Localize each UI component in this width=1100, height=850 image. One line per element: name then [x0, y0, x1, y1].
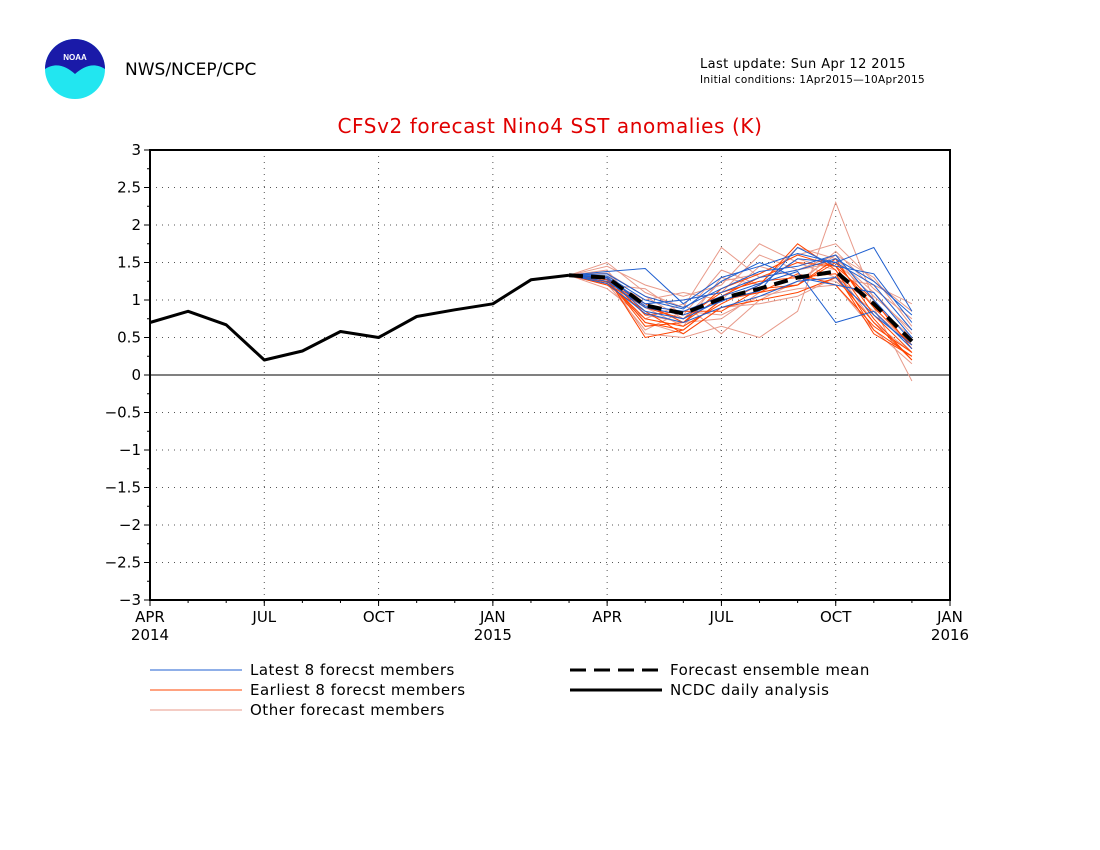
legend-label: Latest 8 forecst members — [250, 661, 455, 679]
legend-label: Other forecast members — [250, 701, 445, 719]
y-tick-label: 3 — [131, 141, 141, 159]
x-tick-label: JUL — [251, 608, 276, 626]
earliest-member-line — [568, 261, 913, 346]
latest-member-line — [568, 270, 913, 350]
y-tick-label: −1.5 — [105, 479, 141, 497]
x-tick-label: OCT — [363, 608, 395, 626]
x-tick-year-label: 2016 — [931, 626, 969, 644]
logo-text: NOAA — [63, 53, 87, 62]
x-tick-label: APR — [135, 608, 165, 626]
legend: Latest 8 forecst members Earliest 8 forec… — [150, 661, 870, 719]
axis-ticks: 32.521.510.50−0.5−1−1.5−2−2.5−3APR2014JU… — [105, 141, 970, 644]
logo-bird-shape — [45, 39, 105, 74]
analysis-line — [149, 273, 570, 362]
legend-label: Forecast ensemble mean — [670, 661, 870, 679]
organization-label: NWS/NCEP/CPC — [125, 60, 257, 80]
x-tick-year-label: 2014 — [131, 626, 169, 644]
y-tick-label: 0 — [131, 366, 141, 384]
x-tick-label: OCT — [820, 608, 852, 626]
latest-member-line — [568, 274, 913, 346]
y-tick-label: −3 — [119, 591, 141, 609]
legend-label: Earliest 8 forecst members — [250, 681, 466, 699]
earliest-member-line — [568, 254, 913, 361]
y-tick-label: −1 — [119, 441, 141, 459]
other-member-line — [568, 201, 913, 350]
last-update-label: Last update: Sun Apr 12 2015 — [700, 57, 906, 72]
latest-member-line — [568, 254, 913, 342]
latest-member-line — [568, 258, 913, 316]
plot-frame — [149, 149, 951, 601]
x-tick-year-label: 2015 — [474, 626, 512, 644]
y-tick-label: 1.5 — [117, 254, 141, 272]
y-tick-label: 2 — [131, 216, 141, 234]
legend-label: NCDC daily analysis — [670, 681, 829, 699]
y-tick-label: −0.5 — [105, 404, 141, 422]
y-tick-label: 1 — [131, 291, 141, 309]
y-tick-label: −2.5 — [105, 554, 141, 572]
ensemble-mean-group — [568, 269, 914, 343]
other-member-line — [568, 246, 913, 327]
noaa-logo: NOAA — [45, 39, 105, 99]
chart-title: CFSv2 forecast Nino4 SST anomalies (K) — [337, 114, 763, 138]
x-tick-label: JAN — [479, 608, 506, 626]
other-member-line — [568, 254, 913, 382]
x-tick-label: APR — [592, 608, 622, 626]
analysis-group — [149, 273, 570, 362]
earliest-member-line — [568, 273, 913, 353]
x-tick-label: JUL — [709, 608, 734, 626]
x-tick-label: JAN — [936, 608, 963, 626]
y-tick-label: −2 — [119, 516, 141, 534]
ensemble-mean-line — [568, 269, 914, 343]
y-tick-label: 0.5 — [117, 329, 141, 347]
y-tick-label: 2.5 — [117, 179, 141, 197]
initial-conditions-label: Initial conditions: 1Apr2015—10Apr2015 — [700, 74, 925, 86]
